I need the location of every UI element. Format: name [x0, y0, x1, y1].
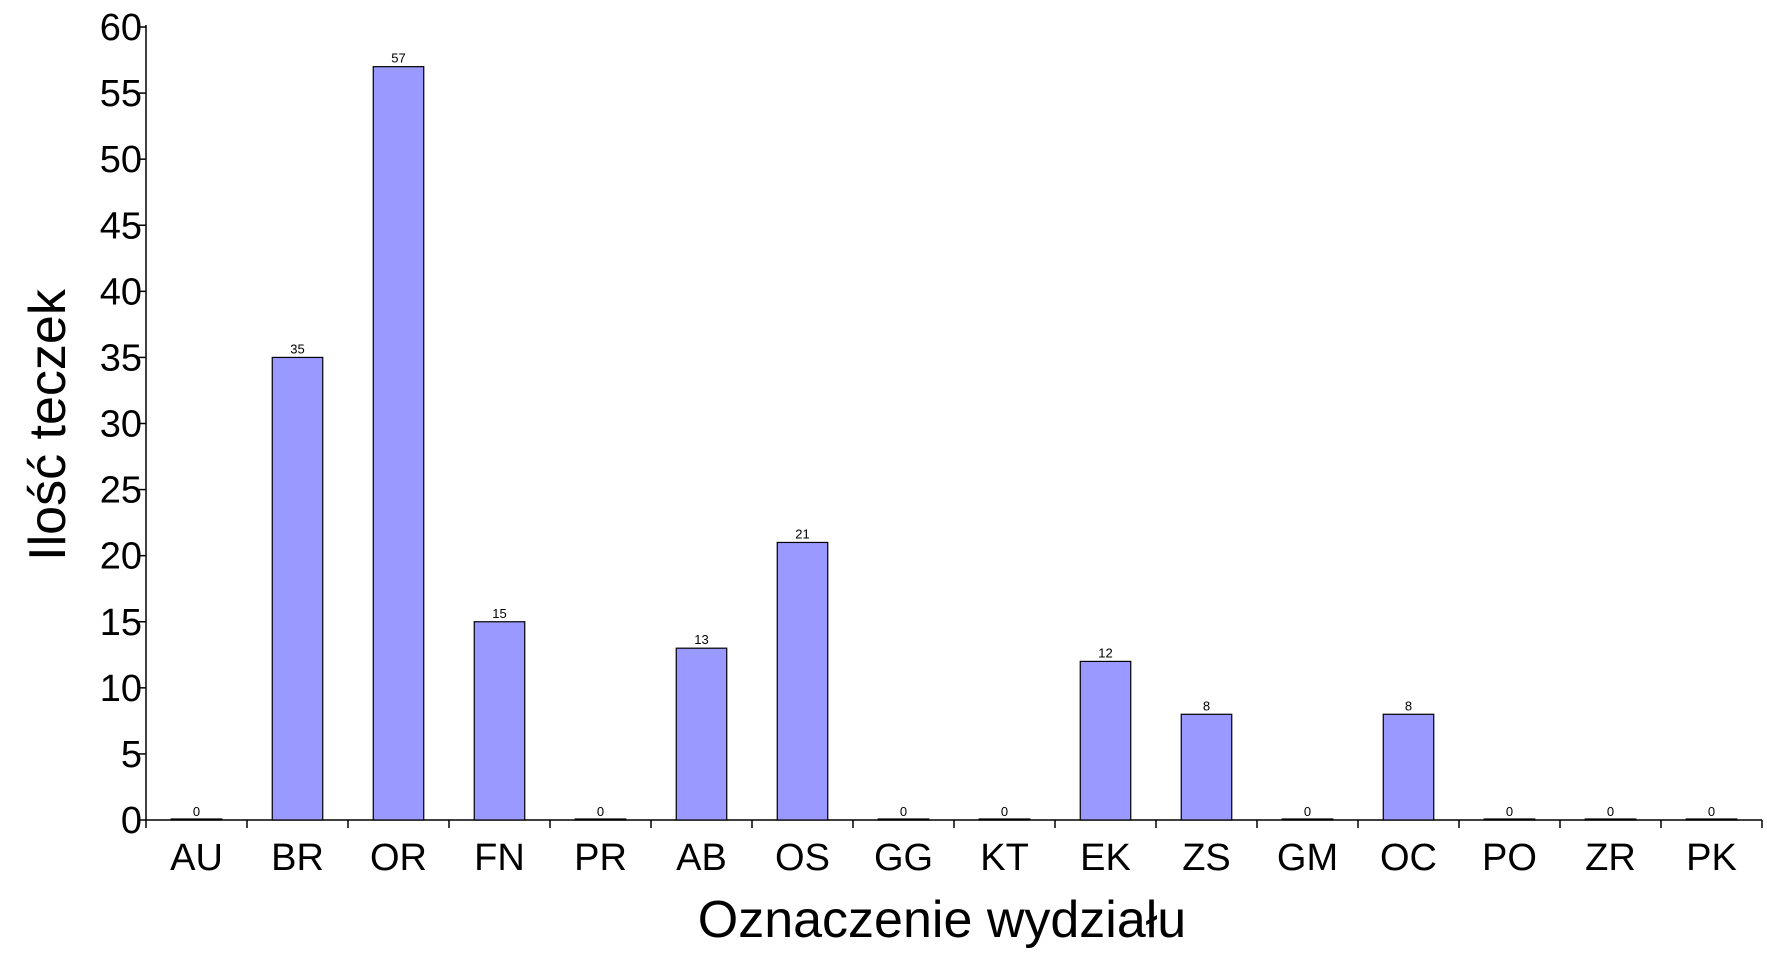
bar [372, 66, 425, 821]
bar [1180, 713, 1233, 821]
bar [776, 541, 829, 821]
data-label: 0 [1708, 804, 1715, 819]
x-axis-title: Oznaczenie wydziału [698, 891, 1186, 949]
data-label: 57 [391, 51, 405, 66]
data-label: 21 [795, 526, 809, 541]
data-label: 0 [193, 804, 200, 819]
x-tick-label: OC [1380, 837, 1437, 879]
y-tick-label: 25 [100, 470, 142, 512]
data-label: 8 [1405, 698, 1412, 713]
data-label: 13 [694, 632, 708, 647]
y-tick-label: 50 [100, 139, 142, 181]
data-label: 0 [1304, 804, 1311, 819]
bar [271, 356, 324, 821]
y-tick-label: 15 [100, 602, 142, 644]
data-labels: 0 35 57 15 0 13 21 0 0 12 8 0 8 0 0 0 [193, 51, 1715, 819]
bar [1584, 818, 1637, 821]
bar [473, 621, 526, 821]
y-axis: 0 5 10 15 20 25 30 35 40 45 50 55 60 [100, 7, 147, 842]
bar [877, 818, 930, 821]
bar [675, 647, 728, 821]
x-tick-label: EK [1080, 837, 1131, 879]
y-tick-label: 5 [121, 734, 142, 776]
data-label: 0 [1607, 804, 1614, 819]
y-tick-label: 60 [100, 7, 142, 49]
data-label: 0 [597, 804, 604, 819]
data-label: 8 [1203, 698, 1210, 713]
bar [574, 818, 627, 821]
x-tick-label: FN [474, 837, 525, 879]
bar [1281, 818, 1334, 821]
data-label: 12 [1098, 645, 1112, 660]
bars [170, 66, 1738, 821]
data-label: 0 [1001, 804, 1008, 819]
y-axis-title: Ilość teczek [19, 288, 77, 561]
x-tick-label: GG [874, 837, 933, 879]
bar [170, 818, 223, 821]
x-tick-label: KT [980, 837, 1029, 879]
bar [978, 818, 1031, 821]
x-tick-label: AB [676, 837, 727, 879]
x-tick-label: OR [370, 837, 427, 879]
x-tick-label: BR [271, 837, 324, 879]
y-tick-label: 10 [100, 668, 142, 710]
y-tick-label: 55 [100, 73, 142, 115]
x-tick-label: ZS [1182, 837, 1231, 879]
x-tick-label: AU [170, 837, 223, 879]
data-label: 0 [900, 804, 907, 819]
bar [1079, 660, 1132, 821]
bar [1382, 713, 1435, 821]
data-label: 15 [492, 606, 506, 621]
x-tick-label: ZR [1585, 837, 1636, 879]
data-label: 0 [1506, 804, 1513, 819]
y-tick-label: 0 [121, 800, 142, 842]
bar [1685, 818, 1738, 821]
y-tick-label: 30 [100, 404, 142, 446]
x-tick-label: OS [775, 837, 830, 879]
x-tick-label: PK [1686, 837, 1737, 879]
x-tick-label: GM [1277, 837, 1338, 879]
y-tick-label: 35 [100, 337, 142, 379]
y-tick-label: 45 [100, 205, 142, 247]
x-axis: AU BR OR FN PR AB OS GG KT EK ZS GM OC PO ZR PK [145, 819, 1763, 879]
x-tick-label: PO [1482, 837, 1537, 879]
x-tick-label: PR [574, 837, 627, 879]
data-label: 35 [290, 341, 304, 356]
y-tick-label: 40 [100, 271, 142, 313]
bar [1483, 818, 1536, 821]
y-tick-label: 20 [100, 536, 142, 578]
